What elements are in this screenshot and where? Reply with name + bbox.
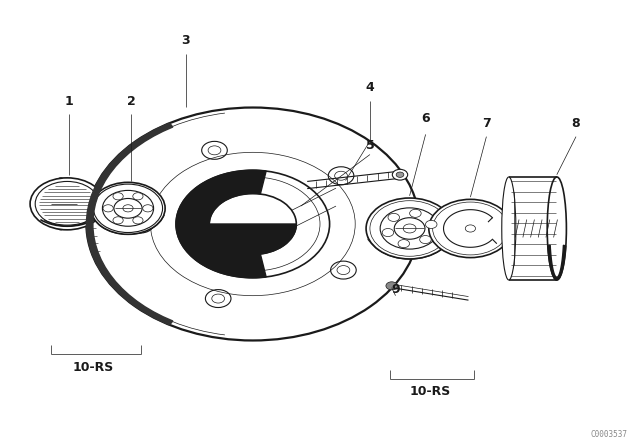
Text: 1: 1 [65, 95, 74, 108]
Circle shape [113, 193, 124, 200]
Circle shape [328, 167, 354, 185]
Circle shape [394, 218, 425, 239]
Circle shape [388, 213, 399, 221]
Circle shape [366, 198, 453, 259]
Circle shape [331, 261, 356, 279]
Circle shape [335, 171, 348, 180]
Circle shape [429, 199, 512, 258]
Ellipse shape [547, 177, 566, 280]
Circle shape [143, 205, 153, 212]
Circle shape [91, 182, 165, 234]
Circle shape [202, 142, 227, 159]
Circle shape [337, 266, 350, 275]
Circle shape [380, 208, 439, 249]
Circle shape [465, 225, 476, 232]
Text: 5: 5 [365, 139, 374, 152]
Text: 6: 6 [421, 112, 430, 125]
Circle shape [392, 169, 408, 180]
Ellipse shape [502, 177, 516, 280]
Text: 10-RS: 10-RS [72, 361, 113, 374]
Circle shape [433, 202, 508, 255]
Polygon shape [176, 170, 266, 278]
Circle shape [212, 294, 225, 303]
Text: 2: 2 [127, 95, 136, 108]
Circle shape [35, 181, 99, 226]
Circle shape [86, 108, 419, 340]
Text: 7: 7 [482, 117, 491, 130]
Circle shape [398, 240, 410, 248]
Polygon shape [209, 224, 296, 254]
Circle shape [396, 172, 404, 177]
Circle shape [386, 282, 397, 290]
Text: 8: 8 [572, 117, 580, 130]
Circle shape [128, 215, 154, 233]
Circle shape [370, 201, 449, 256]
Polygon shape [367, 235, 452, 259]
Polygon shape [51, 180, 58, 228]
Circle shape [403, 224, 416, 233]
Circle shape [30, 178, 104, 230]
Polygon shape [92, 214, 164, 234]
Circle shape [426, 220, 437, 228]
Circle shape [114, 198, 142, 218]
Text: 3: 3 [181, 34, 190, 47]
Text: 9: 9 [391, 283, 400, 296]
Circle shape [209, 194, 296, 254]
Ellipse shape [51, 178, 70, 229]
Polygon shape [86, 123, 173, 325]
Circle shape [382, 228, 394, 237]
Text: 10-RS: 10-RS [410, 385, 451, 398]
Circle shape [176, 170, 330, 278]
Circle shape [134, 220, 147, 228]
Text: C0003537: C0003537 [590, 430, 627, 439]
Circle shape [93, 184, 163, 233]
Circle shape [102, 190, 154, 226]
Circle shape [205, 289, 231, 307]
Circle shape [133, 193, 143, 200]
Circle shape [113, 217, 123, 224]
Polygon shape [548, 245, 566, 280]
Circle shape [420, 236, 431, 244]
Circle shape [410, 209, 421, 217]
Circle shape [123, 205, 133, 212]
Circle shape [133, 217, 143, 224]
Text: 4: 4 [365, 81, 374, 94]
Circle shape [103, 205, 113, 212]
Circle shape [208, 146, 221, 155]
